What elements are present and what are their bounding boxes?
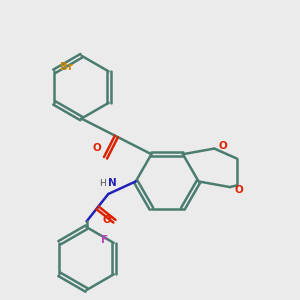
Text: H: H bbox=[99, 179, 106, 188]
Text: O: O bbox=[103, 215, 112, 225]
Text: F: F bbox=[101, 235, 108, 245]
Text: N: N bbox=[108, 178, 117, 188]
Text: Br: Br bbox=[60, 62, 73, 72]
Text: O: O bbox=[218, 141, 227, 151]
Text: O: O bbox=[234, 185, 243, 195]
Text: O: O bbox=[92, 143, 101, 153]
